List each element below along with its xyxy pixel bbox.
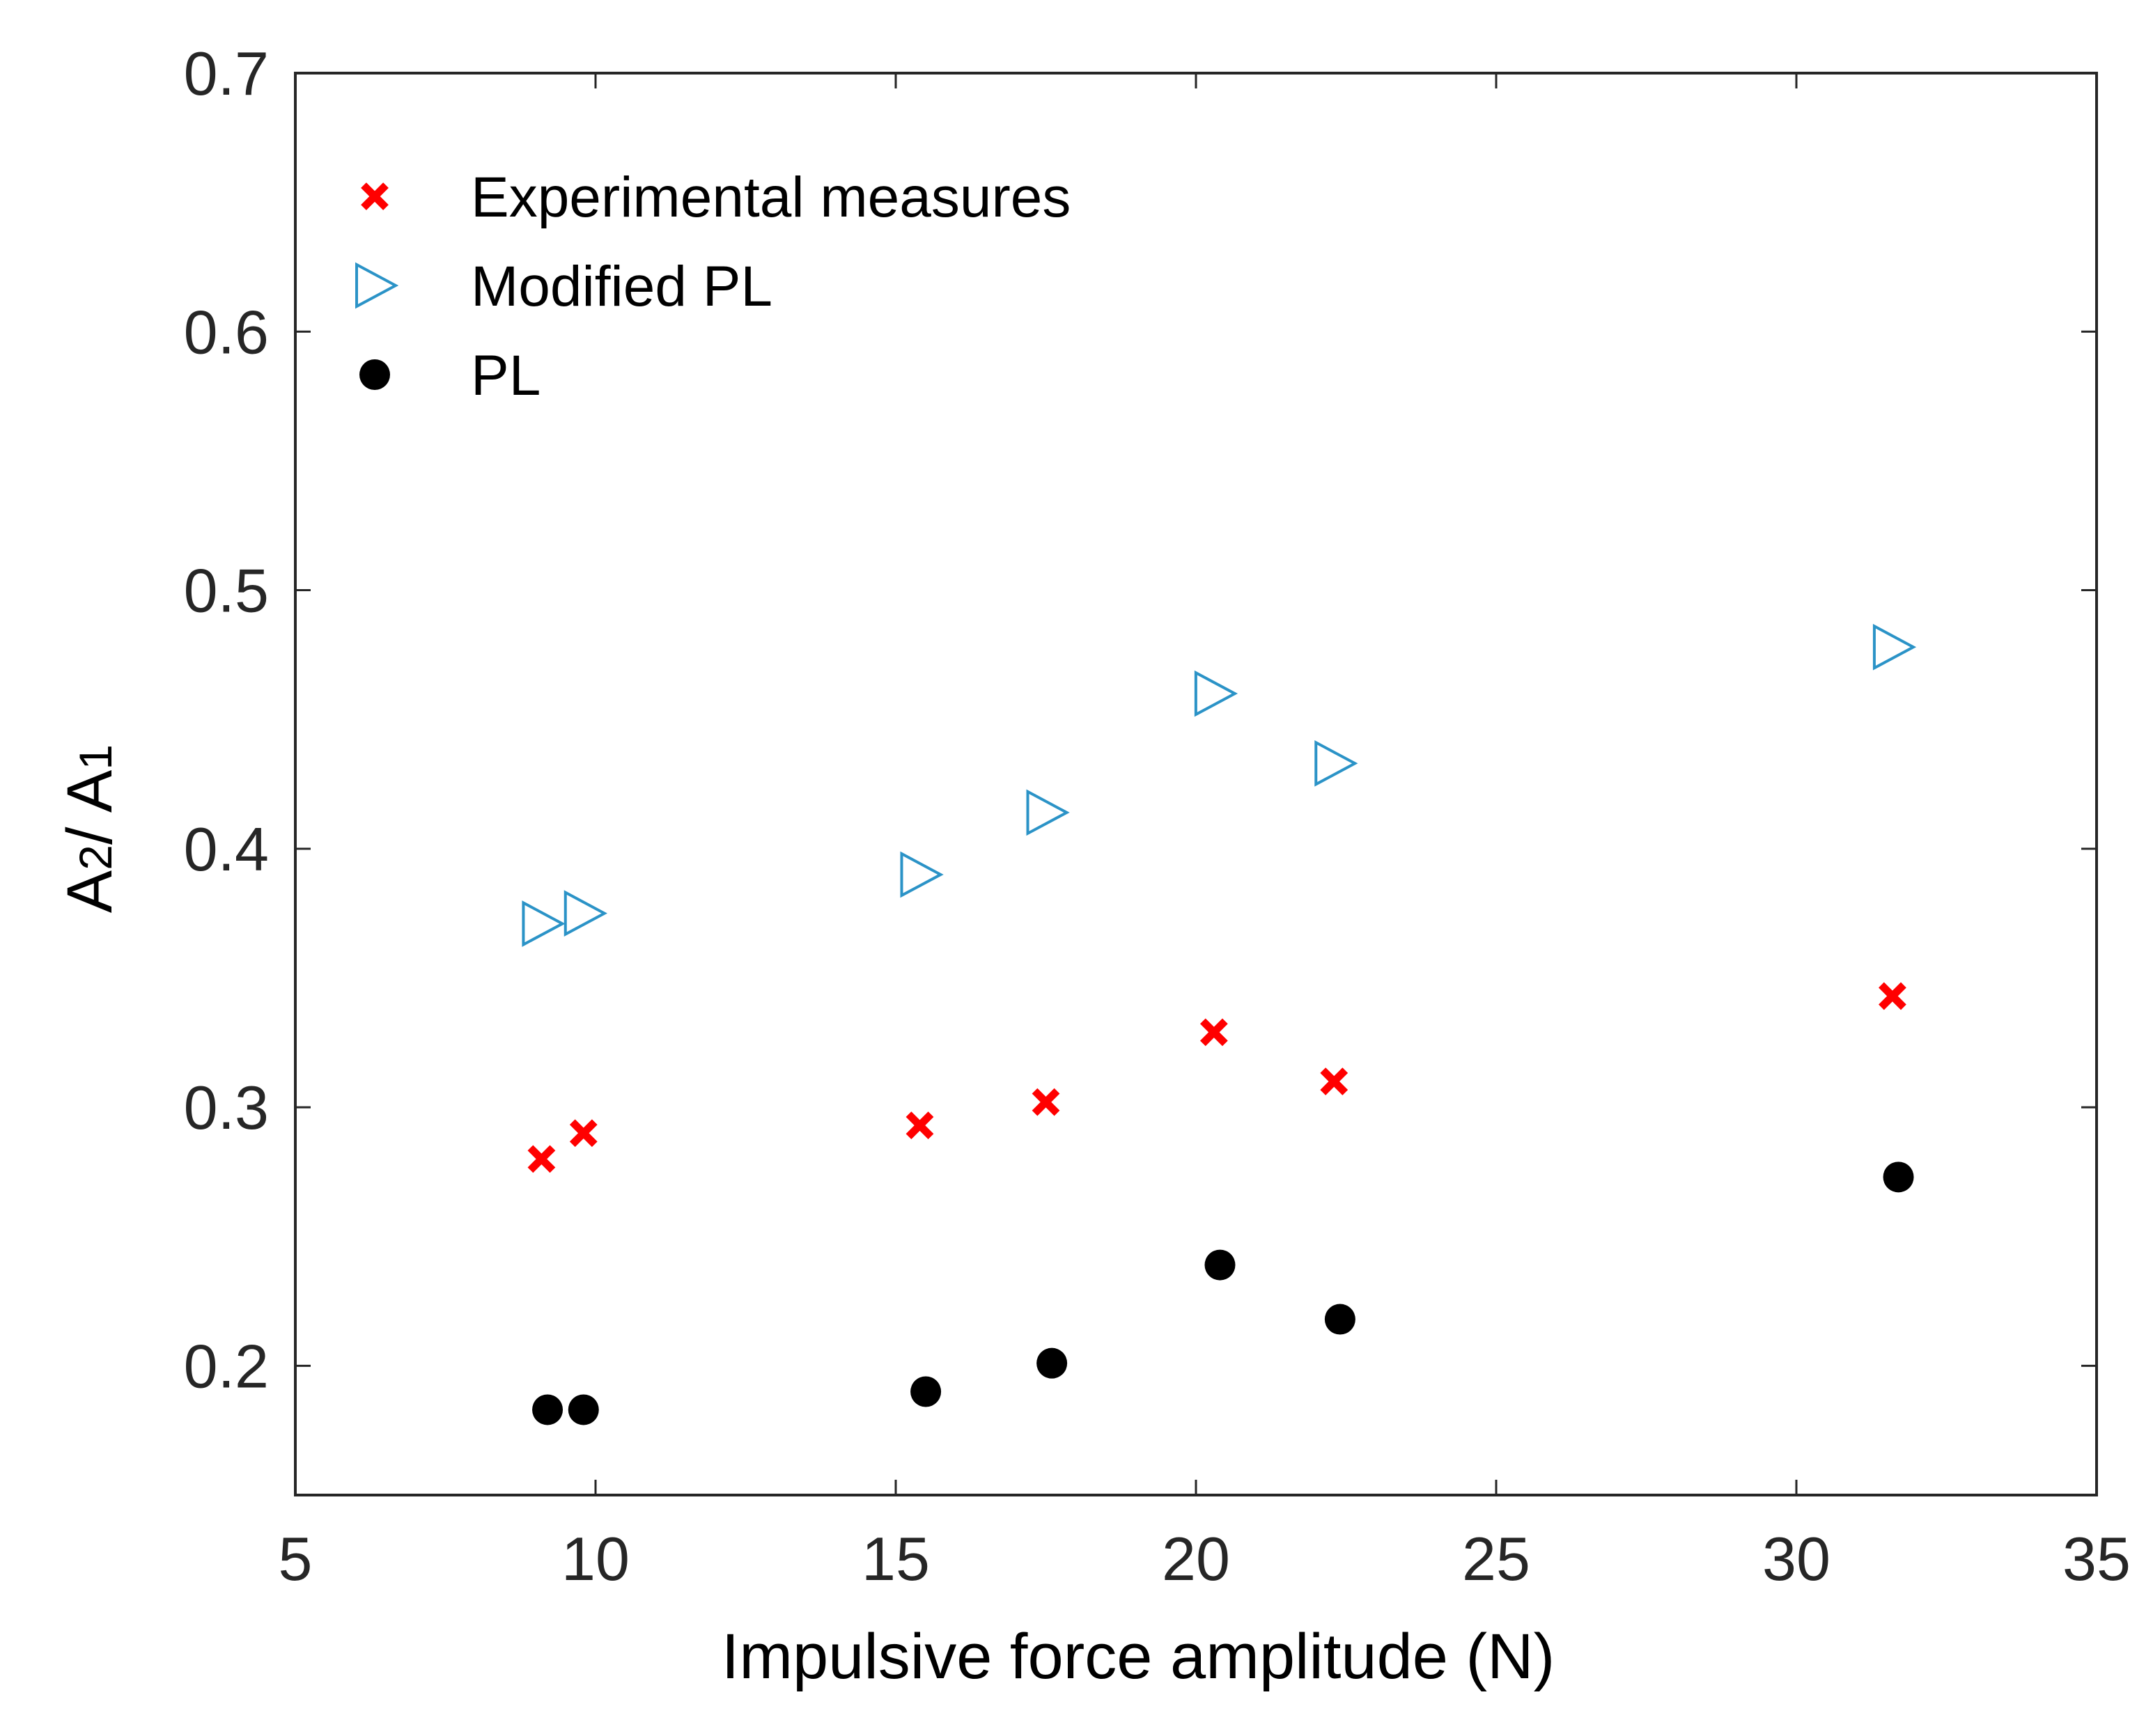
series-2 — [522, 623, 1917, 947]
x-tick-label: 25 — [1462, 1524, 1530, 1593]
data-point — [1324, 1304, 1355, 1335]
data-point — [568, 1394, 599, 1425]
legend-label: Modified PL — [471, 255, 772, 318]
data-point — [1194, 670, 1238, 717]
x-tick-label: 20 — [1162, 1524, 1230, 1593]
legend-item: PL — [359, 344, 541, 407]
y-tick-label: 0.6 — [184, 297, 269, 366]
x-axis-label: Impulsive force amplitude (N) — [722, 1621, 1555, 1692]
data-point — [1036, 1347, 1068, 1379]
y-axis-label-sub1: 2 — [70, 845, 121, 870]
data-point — [905, 1111, 934, 1139]
x-tick-label: 10 — [561, 1524, 630, 1593]
legend: Experimental measures Modified PL PL — [355, 166, 1071, 407]
legend-item: Modified PL — [355, 255, 772, 318]
y-tick-label: 0.2 — [184, 1331, 269, 1400]
data-point — [1879, 982, 1906, 1010]
legend-label: PL — [471, 344, 541, 407]
series-3 — [532, 1162, 1914, 1425]
y-tick-label: 0.5 — [184, 556, 269, 625]
legend-marker — [355, 262, 399, 309]
data-point — [1204, 1249, 1236, 1281]
legend-label: Experimental measures — [471, 166, 1071, 229]
y-axis-label: A2/ A1 — [54, 744, 125, 913]
data-point — [563, 890, 607, 937]
x-tick-label: 30 — [1762, 1524, 1831, 1593]
x-tick-label: 5 — [279, 1524, 313, 1593]
data-point — [1872, 623, 1917, 671]
y-tick-label: 0.4 — [184, 815, 269, 884]
data-point — [900, 851, 944, 898]
data-point — [532, 1394, 563, 1425]
data-point — [1199, 1018, 1228, 1047]
series-1 — [527, 982, 1906, 1173]
y-axis-label-a: A — [54, 870, 125, 913]
data-point — [1032, 1088, 1060, 1116]
y-axis-label-slash: / A — [54, 769, 125, 845]
data-point — [1320, 1068, 1348, 1095]
legend-marker — [359, 359, 390, 390]
y-axis-label-sub2: 1 — [70, 744, 121, 770]
data-point — [910, 1376, 942, 1407]
data-point — [1026, 789, 1070, 836]
data-point — [1883, 1162, 1914, 1193]
x-tick-label: 35 — [2062, 1524, 2131, 1593]
data-point — [1314, 740, 1358, 787]
legend-item: Experimental measures — [361, 166, 1071, 229]
data-point — [569, 1119, 598, 1148]
x-tick-label: 15 — [862, 1524, 930, 1593]
y-tick-label: 0.7 — [184, 39, 269, 108]
y-tick-label: 0.3 — [184, 1073, 269, 1142]
data-point — [527, 1145, 556, 1173]
data-point — [522, 900, 566, 947]
legend-marker — [361, 182, 389, 210]
